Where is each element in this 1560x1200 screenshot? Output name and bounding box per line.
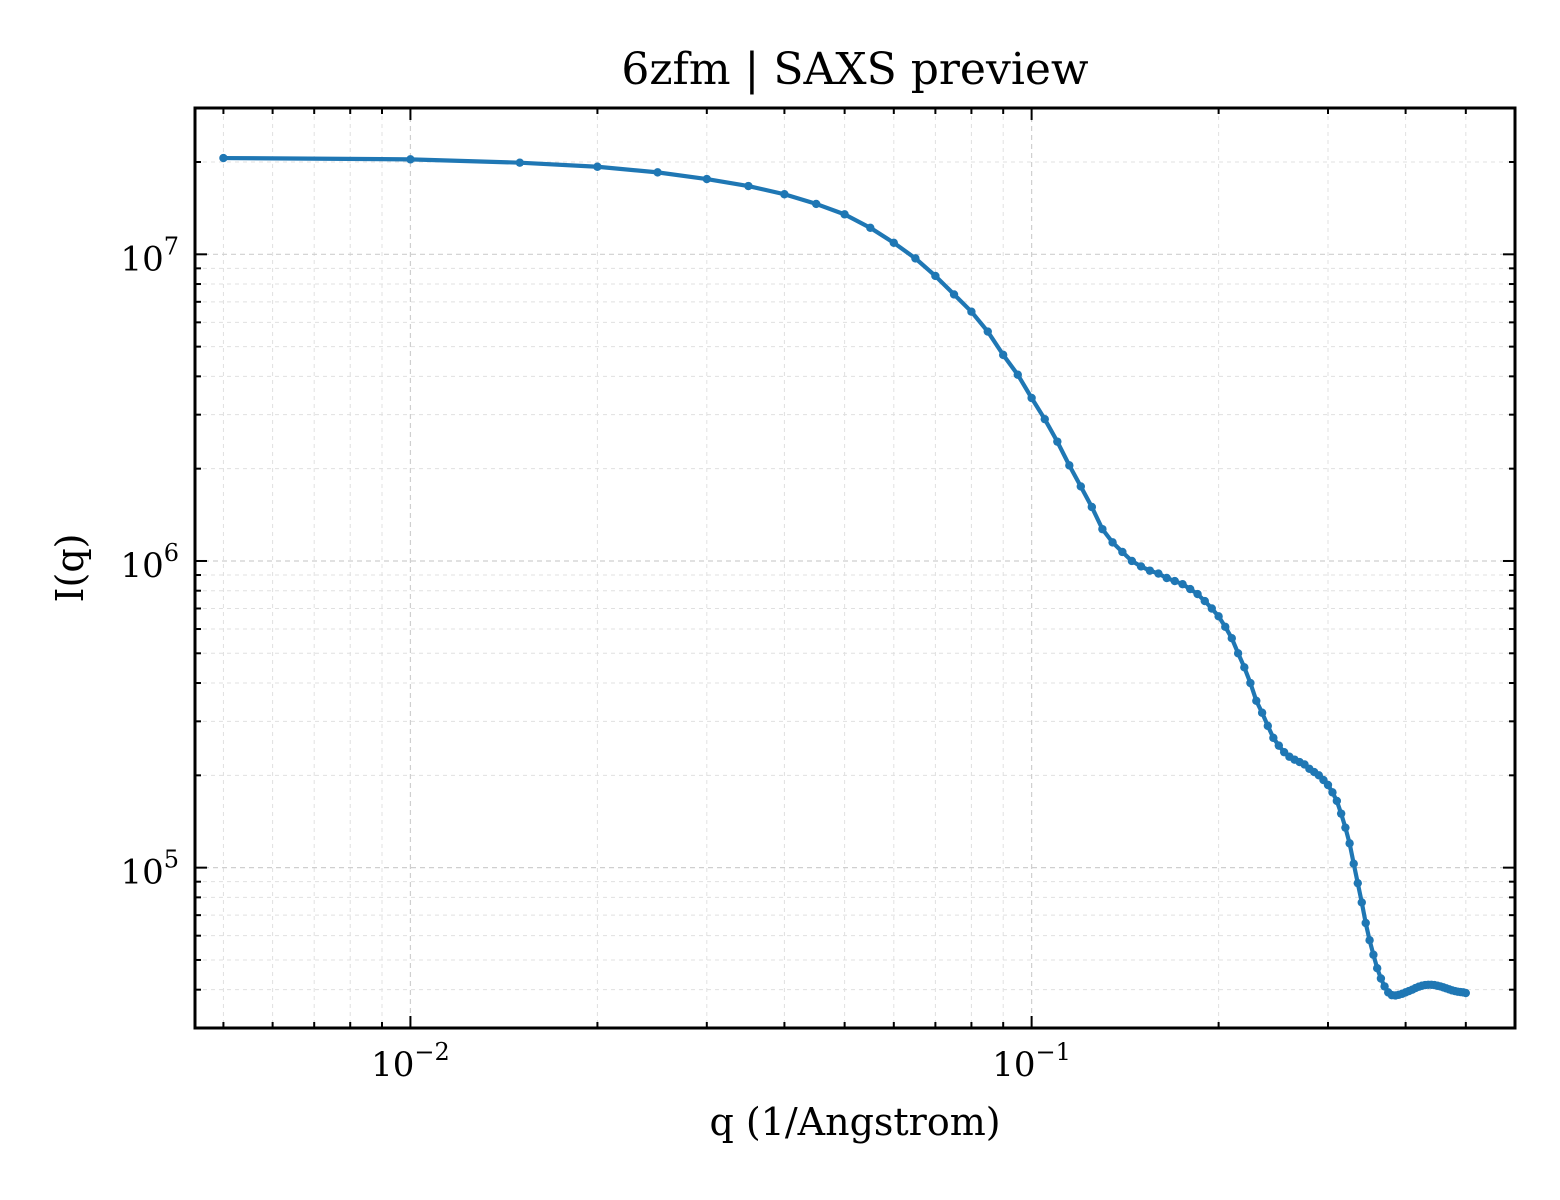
y-axis-label: I(q) <box>48 534 92 603</box>
data-point <box>1233 649 1243 658</box>
data-point <box>949 290 959 299</box>
data-point <box>1332 796 1342 806</box>
data-point <box>219 153 228 163</box>
data-point <box>1214 612 1223 621</box>
data-point <box>1269 733 1278 743</box>
data-point <box>1341 823 1350 832</box>
data-point <box>1145 566 1155 575</box>
data-point <box>1162 573 1171 583</box>
data-point <box>515 158 525 167</box>
data-point <box>1345 839 1354 848</box>
y-tick-label: 105 <box>120 846 179 893</box>
data-point <box>1461 988 1471 998</box>
data-point <box>1136 562 1146 571</box>
data-point <box>911 254 920 263</box>
data-point <box>1263 721 1273 731</box>
data-point <box>1087 502 1097 512</box>
data-point <box>866 223 875 233</box>
x-tick-label: 10−1 <box>992 1038 1071 1085</box>
data-point <box>1372 964 1382 973</box>
data-point <box>744 181 753 191</box>
data-point <box>967 307 976 316</box>
data-point <box>1013 370 1022 379</box>
data-point <box>1185 584 1195 594</box>
data-point <box>780 190 789 199</box>
data-point <box>1376 974 1386 983</box>
data-point <box>406 155 415 164</box>
x-axis-label: q (1/Angstrom) <box>709 1100 1000 1144</box>
data-point <box>1336 809 1346 818</box>
data-point <box>1252 696 1261 705</box>
axis-ticks <box>195 107 1515 1029</box>
data-point <box>1108 538 1117 547</box>
data-point <box>1178 580 1187 589</box>
data-point <box>1357 898 1366 907</box>
chart-title: 6zfm | SAXS preview <box>621 44 1089 95</box>
data-point <box>1065 461 1074 470</box>
data-point <box>1193 589 1202 599</box>
data-point <box>889 238 899 248</box>
data-point <box>1221 622 1230 632</box>
data-point <box>1207 604 1216 613</box>
plot-frame <box>193 106 1517 1030</box>
data-point <box>1246 678 1255 688</box>
data-point <box>1240 663 1249 672</box>
data-point <box>1053 437 1062 446</box>
data-point <box>1076 482 1086 491</box>
data-point <box>1274 741 1284 750</box>
x-tick-label: 10−2 <box>371 1038 450 1085</box>
data-point <box>811 199 821 209</box>
grid-lines <box>195 107 1515 1029</box>
data-points <box>219 153 1471 1000</box>
data-point <box>1328 788 1337 797</box>
data-point <box>1365 936 1374 945</box>
data-point <box>1098 524 1107 534</box>
x-tick-labels: 10−2 10−1 <box>371 1038 1071 1085</box>
data-point <box>1118 547 1127 557</box>
data-point <box>1349 859 1358 868</box>
data-point <box>1040 414 1049 424</box>
data-point <box>1127 556 1137 566</box>
data-point <box>1361 918 1370 928</box>
data-point <box>1170 576 1179 586</box>
data-point <box>593 162 602 171</box>
y-tick-labels: 105 106 107 <box>120 232 179 892</box>
data-point <box>1323 780 1333 790</box>
data-point <box>1200 596 1209 606</box>
data-point <box>702 174 712 184</box>
y-tick-label: 107 <box>120 232 179 279</box>
data-point <box>1154 569 1163 578</box>
data-point <box>1369 950 1378 959</box>
data-point <box>1027 393 1036 403</box>
data-point <box>1227 634 1236 643</box>
data-point <box>1353 878 1362 888</box>
y-tick-label: 106 <box>120 539 179 586</box>
data-point <box>840 210 849 219</box>
data-point <box>998 350 1008 360</box>
data-point <box>653 168 662 177</box>
data-point <box>983 327 992 336</box>
data-point <box>931 271 940 281</box>
data-point <box>1257 708 1267 717</box>
